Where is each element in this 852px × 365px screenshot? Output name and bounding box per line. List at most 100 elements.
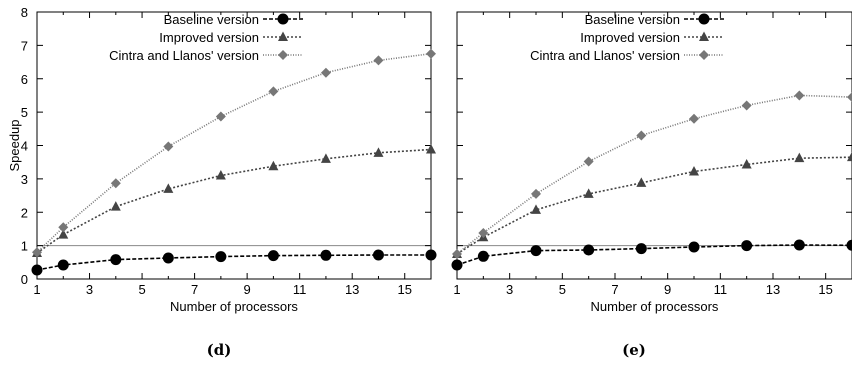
data-point-circle [635,243,647,255]
data-point-diamond [215,111,226,122]
legend-marker-diamond [278,50,288,60]
data-point-diamond [689,113,699,124]
data-point-triangle [531,204,541,214]
caption-d: (d) [207,341,232,359]
data-point-triangle [320,153,331,163]
data-point-triangle [636,177,647,187]
data-point-circle [110,254,122,266]
data-point-triangle [163,183,174,193]
x-tick-label: 7 [191,282,198,297]
data-point-diamond [32,247,42,258]
data-point-diamond [320,67,331,78]
data-point-triangle [426,144,436,154]
data-point-diamond [268,86,279,97]
x-tick-label: 13 [766,282,780,297]
legend-marker-circle [698,13,710,25]
x-tick-label: 3 [86,282,93,297]
series-line-circle-e [456,244,852,266]
data-point-circle [477,250,489,262]
data-point-circle [741,240,753,252]
x-tick-label: 11 [714,282,728,297]
x-tick-label: 11 [293,282,307,297]
series-line-triangle-d [36,148,432,254]
x-tick-label: 9 [244,282,251,297]
data-point-diamond [426,48,436,59]
y-axis-label: Speedup [7,119,22,171]
x-tick-label: 1 [453,282,460,297]
x-tick-label: 7 [611,282,618,297]
data-point-circle [320,249,332,261]
y-tick-label: 8 [21,5,28,20]
data-point-circle [31,264,43,276]
data-point-diamond [478,227,489,238]
y-tick-label: 3 [21,172,28,187]
x-axis-label: Number of processors [591,299,719,314]
data-point-circle [215,251,227,263]
x-tick-label: 3 [506,282,513,297]
data-point-triangle [689,166,699,176]
data-point-circle [267,250,279,262]
data-point-diamond [794,90,805,101]
legend-marker-triangle [699,31,709,41]
x-tick-label: 15 [397,282,411,297]
x-tick-label: 5 [559,282,566,297]
data-point-circle [530,245,542,257]
y-tick-label: 6 [21,72,28,87]
y-tick-label: 1 [21,239,28,254]
legend-label: Improved version [159,30,259,45]
data-point-triangle [373,147,384,157]
legend-marker-diamond [699,50,709,60]
data-point-triangle [741,159,752,169]
legend-label: Cintra and Llanos' version [530,48,680,63]
x-axis-label: Number of processors [170,299,298,314]
y-tick-label: 2 [21,205,28,220]
x-tick-label: 15 [818,282,832,297]
data-point-circle [57,259,69,271]
data-point-circle [688,241,700,253]
series-line-diamond-e [456,94,852,255]
data-point-triangle [110,201,121,211]
data-point-circle [162,252,174,264]
x-tick-label: 1 [33,282,40,297]
y-tick-label: 0 [21,272,28,287]
data-point-diamond [58,222,69,233]
legend-label: Baseline version [585,12,680,27]
data-point-triangle [847,151,852,162]
data-point-triangle [215,170,226,180]
data-point-diamond [583,156,594,167]
series-line-triangle-e [456,156,852,255]
data-point-circle [451,259,463,271]
legend-label: Cintra and Llanos' version [109,48,259,63]
data-point-diamond [636,130,647,141]
legend-marker-triangle [278,31,288,41]
data-point-circle [846,239,852,251]
data-point-circle [793,239,805,251]
data-point-diamond [110,178,121,189]
legend-label: Improved version [580,30,680,45]
legend-label: Baseline version [164,12,259,27]
x-tick-label: 9 [664,282,671,297]
data-point-circle [372,249,384,261]
data-point-triangle [583,188,594,198]
data-point-triangle [794,152,805,163]
x-tick-label: 5 [138,282,145,297]
caption-e: (e) [622,341,646,359]
data-point-diamond [373,55,384,66]
x-tick-label: 13 [345,282,359,297]
series-line-circle-d [36,254,431,271]
data-point-triangle [268,160,279,171]
data-point-diamond [741,100,752,111]
y-tick-label: 7 [21,38,28,53]
data-point-circle [583,244,595,256]
data-point-diamond [531,188,541,199]
y-tick-label: 4 [21,139,28,154]
data-point-diamond [163,141,174,152]
y-tick-label: 5 [21,105,28,120]
legend-marker-circle [277,13,289,25]
data-point-circle [425,249,437,261]
data-point-triangle [58,229,69,239]
data-point-diamond [847,92,852,103]
